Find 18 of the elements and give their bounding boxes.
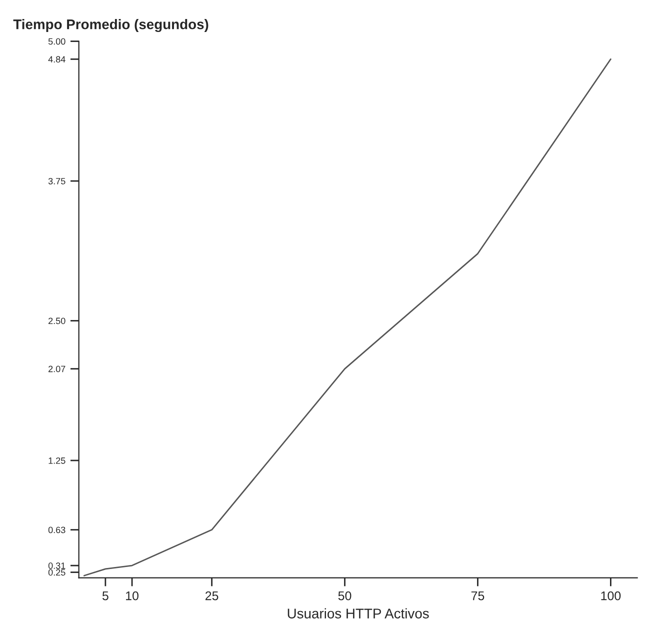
y-tick-label: 5.00 <box>48 38 66 45</box>
chart-title: Tiempo Promedio (segundos) <box>13 19 208 32</box>
y-tick-label: 4.84 <box>48 56 66 63</box>
x-tick-label: 75 <box>471 592 484 600</box>
x-tick-label: 10 <box>126 591 138 600</box>
y-tick-label: 0.63 <box>48 526 66 534</box>
x-axis-title: Usuarios HTTP Activos <box>288 608 429 618</box>
x-tick-label: 100 <box>601 591 621 600</box>
y-tick-label: 2.50 <box>48 318 66 324</box>
y-tick-label: 0.25 <box>48 569 66 576</box>
y-tick-label: 1.25 <box>48 457 66 464</box>
y-tick-label: 2.07 <box>48 366 66 372</box>
x-tick-label: 25 <box>205 591 218 600</box>
line-series <box>83 58 612 576</box>
y-tick-label: 0.31 <box>48 562 66 569</box>
x-tick-label: 5 <box>102 592 108 600</box>
x-tick-label: 50 <box>338 591 352 600</box>
y-tick-label: 3.75 <box>48 178 66 184</box>
